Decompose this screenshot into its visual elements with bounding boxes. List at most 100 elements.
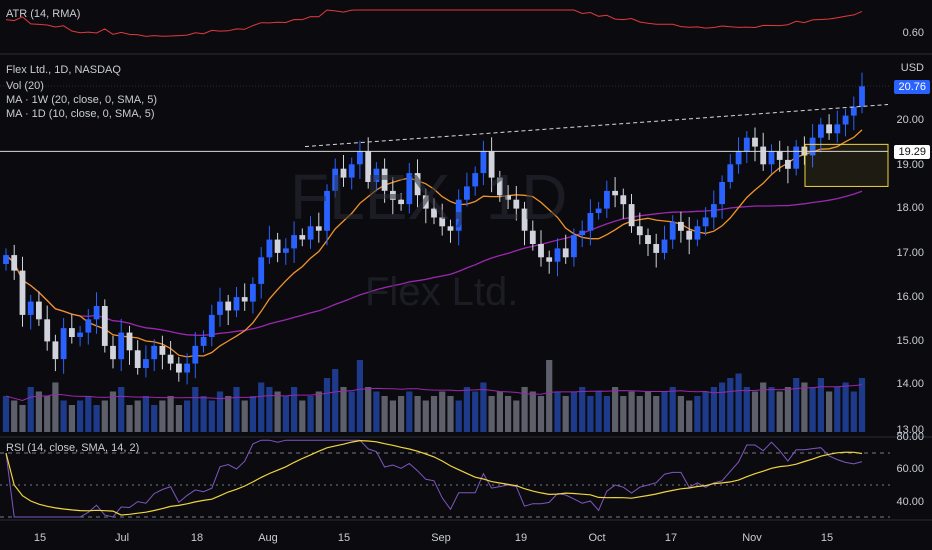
candle-body [546, 257, 553, 262]
volume-bar [793, 378, 800, 432]
candle-body [381, 168, 388, 191]
volume-bar [694, 396, 701, 432]
atr-title[interactable]: ATR (14, RMA) [6, 8, 81, 20]
candle-body [307, 226, 314, 240]
candle-body [27, 301, 34, 315]
candle-body [126, 332, 133, 351]
candle-body [422, 195, 429, 209]
candle-body [505, 195, 511, 200]
volume-bar [44, 396, 51, 432]
zone-box [804, 143, 889, 187]
volume-bar [134, 400, 141, 432]
candle-body [373, 168, 380, 182]
level-price-tag: 19.29 [894, 145, 930, 159]
candle-body [480, 151, 487, 174]
volume-bar [480, 382, 487, 432]
candle-body [645, 235, 651, 244]
candle-body [69, 328, 75, 337]
candle-body [93, 306, 100, 320]
candle-body [101, 306, 108, 346]
volume-bar [826, 391, 833, 432]
candle-body [340, 168, 347, 178]
volume-bar [27, 387, 34, 432]
volume-bar [216, 391, 224, 432]
volume-bar [126, 405, 133, 432]
volume-bar [505, 396, 512, 432]
volume-bar [776, 391, 783, 432]
volume-bar [628, 391, 635, 432]
volume-bar [142, 396, 149, 432]
volume-bar [834, 387, 841, 432]
candle-body [332, 168, 339, 191]
candle-body [678, 221, 684, 231]
volume-bar [447, 396, 454, 432]
volume-bar [151, 405, 158, 432]
volume-bar [488, 396, 495, 432]
volume-bar [579, 387, 586, 432]
indicator-vol[interactable]: Vol (20) [6, 80, 44, 92]
volume-bar [686, 400, 693, 432]
rsi-axis-label: 60.00 [896, 463, 924, 475]
candle-body [488, 151, 495, 178]
candle-body [826, 124, 832, 134]
candle-body [11, 255, 18, 271]
candle-body [620, 195, 627, 205]
volume-bar [817, 378, 824, 432]
currency-label: USD [900, 62, 924, 74]
candle-body [225, 301, 232, 311]
candle-body [562, 248, 569, 258]
x-tick: Jul [114, 532, 130, 544]
rsi-title[interactable]: RSI (14, close, SMA, 14, 2) [6, 442, 140, 454]
candle-body [760, 146, 767, 165]
candle-body [785, 159, 791, 169]
volume-bar [200, 396, 207, 432]
candle-body [538, 244, 544, 258]
volume-bar [315, 391, 322, 432]
candle-body [266, 239, 273, 258]
volume-bar [208, 400, 215, 432]
candle-body [299, 235, 306, 240]
candle-body [36, 301, 42, 320]
volume-bar [521, 387, 528, 432]
x-tick: Nov [742, 532, 762, 544]
volume-bar [595, 391, 602, 432]
candle-body [77, 332, 83, 337]
indicator-ma-1w[interactable]: MA · 1W (20, close, 0, SMA, 5) [6, 94, 157, 106]
price-axis-label: 19.00 [896, 159, 924, 171]
candle-body [398, 199, 404, 205]
price-axis-label: 18.00 [896, 202, 924, 214]
candle-body [776, 151, 783, 160]
volume-bar [710, 387, 717, 432]
candle-body [176, 363, 182, 373]
candle-body [208, 314, 215, 337]
candle-body [571, 235, 577, 258]
candle-body [669, 221, 676, 240]
candle-body [60, 328, 67, 360]
volume-bar [620, 396, 627, 432]
last-price-tag: 20.76 [894, 80, 930, 94]
volume-bar [225, 396, 232, 432]
symbol-title[interactable]: Flex Ltd., 1D, NASDAQ [6, 64, 121, 76]
candle-body [711, 204, 717, 218]
volume-bar [233, 387, 240, 432]
volume-bar [587, 396, 594, 432]
volume-bar [291, 387, 298, 432]
candle-body [233, 297, 240, 311]
volume-bar [365, 387, 372, 432]
volume-bar [266, 387, 273, 432]
candle-body [357, 151, 363, 165]
price-axis-label: 20.00 [896, 114, 924, 126]
x-tick: Sep [431, 532, 451, 544]
atr-line [5, 9, 863, 37]
candle-body [283, 248, 289, 253]
volume-bar [554, 391, 561, 432]
volume-bar [546, 360, 553, 432]
price-axis-label: 15.00 [896, 335, 924, 347]
candle-body [579, 230, 586, 236]
candle-body [143, 359, 149, 368]
candle-body [258, 257, 265, 284]
volume-bar [175, 405, 182, 432]
indicator-ma-1d[interactable]: MA · 1D (10, close, 0, SMA, 5) [6, 108, 155, 120]
